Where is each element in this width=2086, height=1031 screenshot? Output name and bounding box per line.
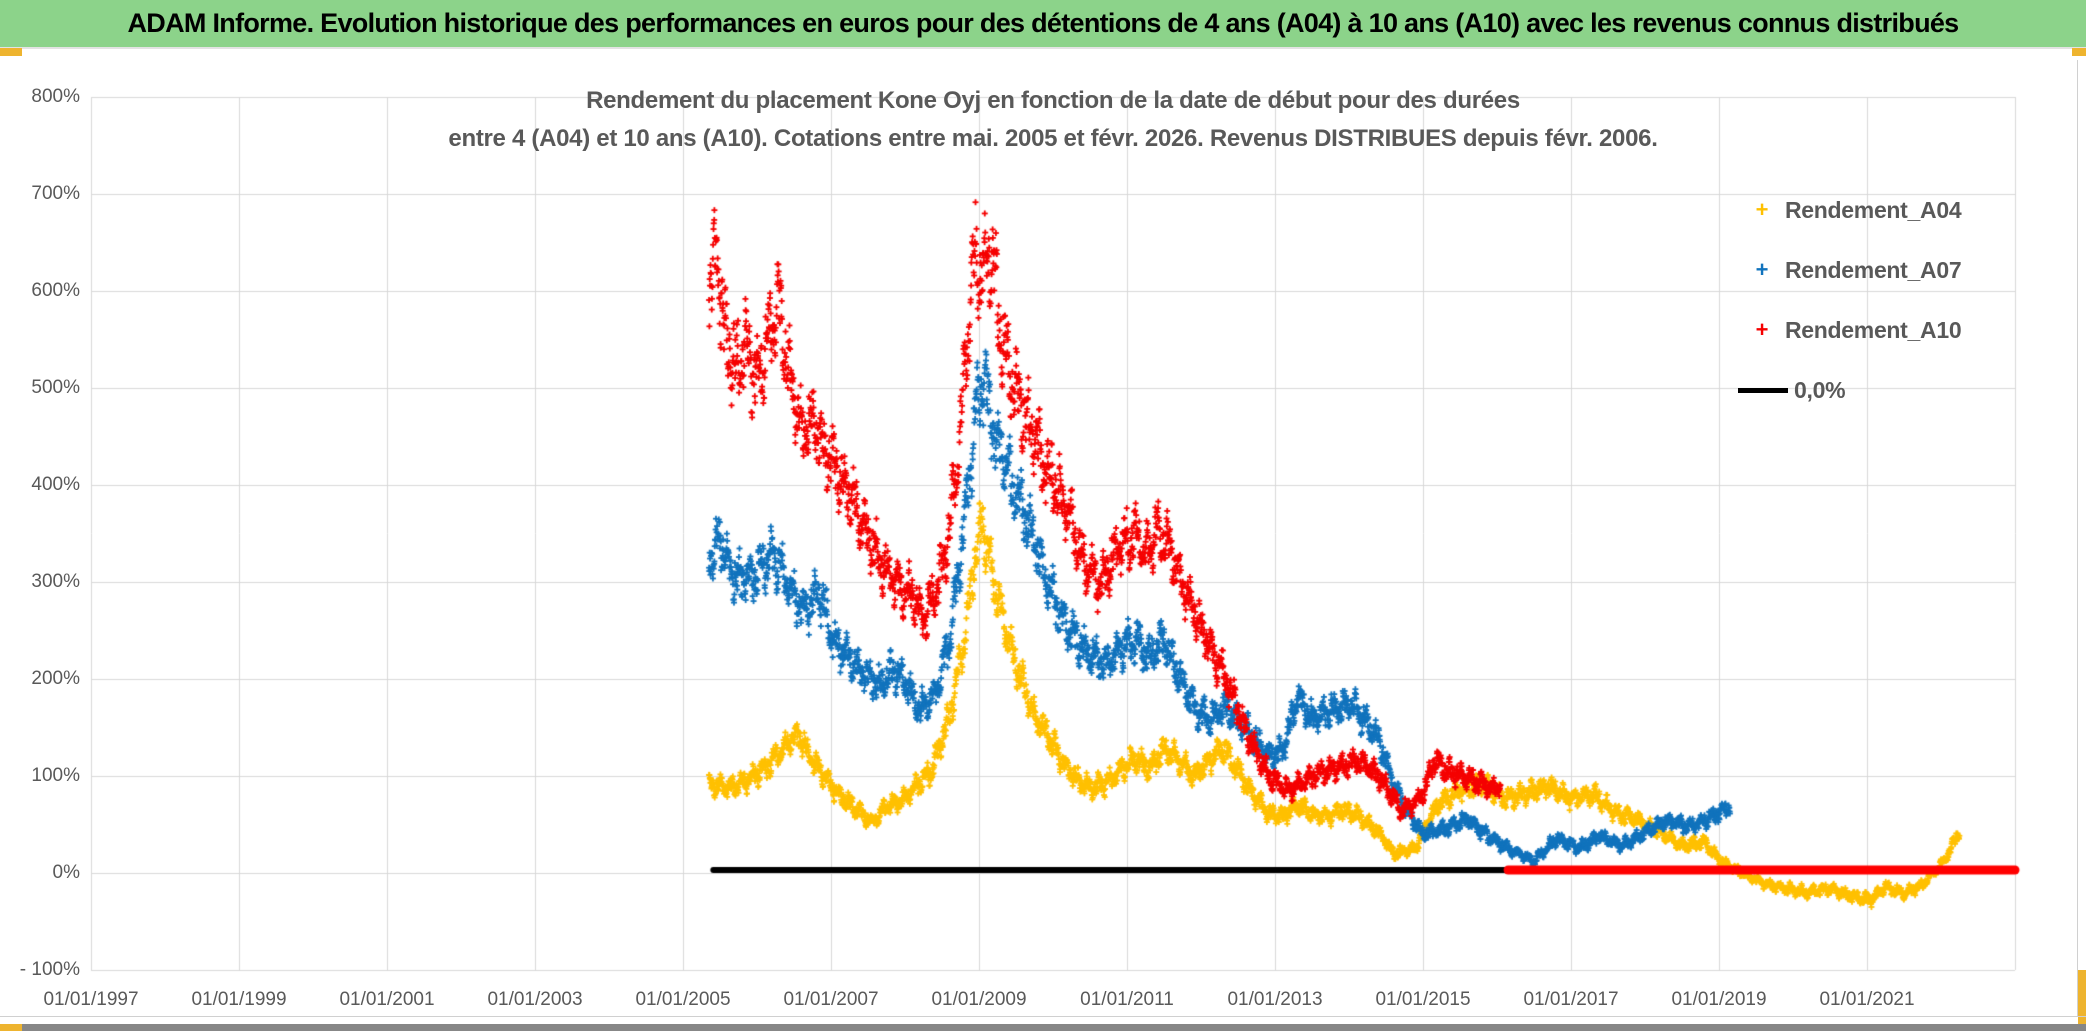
legend-label: Rendement_A04 (1785, 196, 1962, 223)
legend-label: Rendement_A10 (1785, 316, 1962, 343)
x-axis-label: 01/01/2001 (339, 989, 435, 1010)
legend-item-rendement-a10[interactable]: + Rendement_A10 (1745, 315, 1962, 345)
chart-object-right-border (2077, 60, 2078, 1016)
x-axis-label: 01/01/2011 (1080, 989, 1174, 1010)
chart-object-bottom-border (0, 1016, 2086, 1017)
x-axis-label: 01/01/2005 (635, 989, 731, 1010)
x-axis-label: 01/01/2019 (1671, 989, 1767, 1010)
x-axis-label: 01/01/2003 (487, 989, 583, 1010)
legend-label: 0,0% (1794, 376, 1846, 403)
y-axis-label: 500% (31, 377, 80, 398)
x-axis-label: 01/01/2021 (1819, 989, 1915, 1010)
y-axis-label: 400% (31, 474, 80, 495)
x-axis-label: 01/01/2015 (1375, 989, 1471, 1010)
legend-label: Rendement_A07 (1785, 256, 1962, 283)
y-axis-label: 0% (52, 862, 80, 883)
y-axis-label: 200% (31, 668, 80, 689)
x-axis-label: 01/01/2007 (783, 989, 879, 1010)
legend-line-swatch (1738, 387, 1788, 393)
x-axis-label: 01/01/1999 (191, 989, 287, 1010)
chart-title: Rendement du placement Kone Oyj en fonct… (20, 82, 2086, 158)
y-axis-label: - 100% (19, 959, 80, 980)
x-axis-label: 01/01/2017 (1523, 989, 1619, 1010)
x-axis-label: 01/01/1997 (43, 989, 139, 1010)
legend-plus-marker: + (1755, 257, 1769, 282)
y-axis-label: 600% (31, 280, 80, 301)
x-axis-label: 01/01/2009 (931, 989, 1027, 1010)
y-axis-label: 300% (31, 571, 80, 592)
legend-plus-marker: + (1755, 197, 1769, 222)
legend-item-rendement-a07[interactable]: + Rendement_A07 (1745, 255, 1962, 285)
chart-title-line2: entre 4 (A04) et 10 ans (A10). Cotations… (448, 125, 1658, 152)
y-axis-label: 100% (31, 765, 80, 786)
chart-title-line1: Rendement du placement Kone Oyj en fonct… (586, 87, 1520, 114)
yellow-accent-bottom-left (0, 1024, 22, 1031)
legend-plus-marker: + (1755, 317, 1769, 342)
y-axis-label: 800% (31, 86, 80, 107)
legend-item-0-0-[interactable]: 0,0% (1738, 375, 1846, 405)
x-axis-label: 01/01/2013 (1227, 989, 1323, 1010)
legend-item-rendement-a04[interactable]: + Rendement_A04 (1745, 195, 1962, 225)
window-bottom-edge (0, 1024, 2086, 1031)
y-axis-label: 700% (31, 183, 80, 204)
